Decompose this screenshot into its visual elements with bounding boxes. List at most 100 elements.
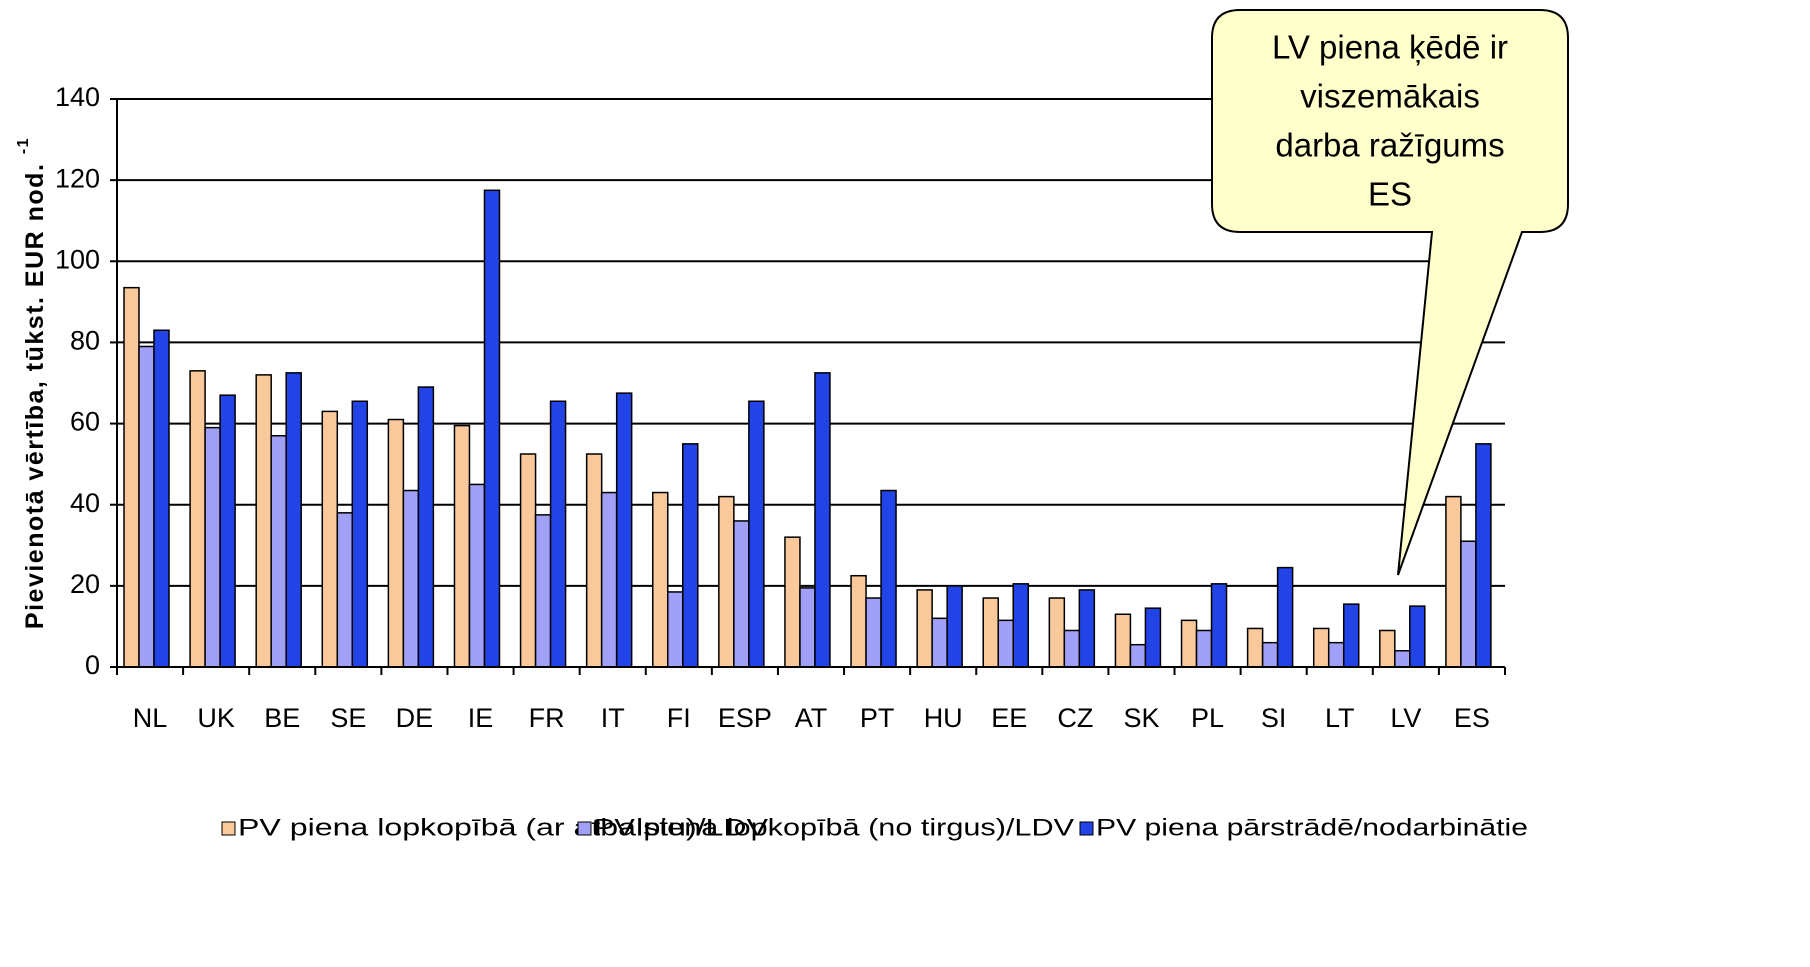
bar xyxy=(1475,443,1492,668)
bar xyxy=(652,491,669,668)
x-tick-label: LV xyxy=(1390,703,1421,733)
callout: LV piena ķēdē ir viszemākais darba ražīg… xyxy=(1211,9,1569,576)
bar xyxy=(270,434,287,668)
x-tick-label: AT xyxy=(795,703,828,733)
bar xyxy=(916,589,933,668)
bar xyxy=(814,372,831,668)
annotation-line: darba ražīgums xyxy=(1275,127,1504,164)
x-tick-label: LT xyxy=(1325,703,1355,733)
bar xyxy=(615,392,633,668)
bar xyxy=(784,536,801,668)
bar xyxy=(1312,627,1330,668)
x-tick-label: SI xyxy=(1261,703,1287,733)
x-tick-label: EE xyxy=(991,703,1027,733)
bar xyxy=(204,426,221,668)
bar xyxy=(255,374,272,668)
y-tick-label: 40 xyxy=(70,488,100,518)
x-tick-label: BE xyxy=(264,703,300,733)
x-tick-label: DE xyxy=(396,703,434,733)
bar xyxy=(1261,641,1279,668)
bar xyxy=(1012,583,1029,668)
x-tick-label: SE xyxy=(330,703,366,733)
callout-shape xyxy=(1211,9,1569,576)
bar xyxy=(946,585,963,668)
legend-swatch xyxy=(1079,821,1094,836)
bar xyxy=(351,400,369,668)
annotation-line: LV piena ķēdē ir xyxy=(1272,29,1508,66)
bar xyxy=(1246,627,1264,668)
bar xyxy=(931,617,948,668)
y-tick-label: 120 xyxy=(55,163,100,193)
bar xyxy=(321,410,339,668)
legend-swatch xyxy=(221,821,236,836)
bar xyxy=(402,489,420,668)
bar xyxy=(468,483,486,668)
bar xyxy=(519,453,537,668)
bar xyxy=(336,512,354,668)
bar xyxy=(1276,566,1294,668)
y-tick-label: 0 xyxy=(85,650,100,680)
bar xyxy=(189,370,206,668)
bar xyxy=(1048,597,1066,668)
legend-label: PV piena lopkopībā (ar atbalstu)/LDV xyxy=(238,814,768,841)
bar xyxy=(850,574,867,668)
bar xyxy=(1445,495,1462,668)
bar xyxy=(1342,603,1360,668)
bar xyxy=(1144,607,1162,668)
bar xyxy=(1063,629,1081,668)
x-tick-label: FI xyxy=(667,703,691,733)
bar xyxy=(549,400,567,668)
bar xyxy=(387,418,405,668)
bar xyxy=(123,286,140,668)
x-tick-label: HU xyxy=(924,703,963,733)
bar xyxy=(153,329,170,668)
y-tick-label: 80 xyxy=(70,326,100,356)
bar xyxy=(417,386,435,668)
annotation-line: viszemākais xyxy=(1300,78,1480,115)
y-tick-label: 100 xyxy=(55,244,100,274)
y-label-text: Pievienotā vērtība, tūkst. EUR nod. xyxy=(21,163,49,629)
bar xyxy=(1114,613,1132,668)
y-tick-label: 140 xyxy=(55,82,100,112)
bar xyxy=(1129,643,1147,668)
bar xyxy=(600,491,618,668)
bar xyxy=(1078,589,1096,668)
bar xyxy=(982,597,999,668)
x-tick-label: SK xyxy=(1123,703,1159,733)
bar xyxy=(1195,629,1213,668)
bar xyxy=(733,520,750,668)
bar xyxy=(1180,619,1198,668)
bar xyxy=(997,619,1014,668)
bar xyxy=(667,591,684,668)
x-tick-label: UK xyxy=(197,703,235,733)
bar xyxy=(285,372,302,668)
bar xyxy=(865,597,882,668)
legend-label: PV piena pārstrādē/nodarbinātie xyxy=(1096,814,1528,841)
legend-label: PV piena lopkopībā (no tirgus)/LDV xyxy=(594,814,1074,841)
bar xyxy=(718,495,735,668)
annotation-line: ES xyxy=(1368,176,1412,213)
bar xyxy=(483,189,501,668)
y-label: Pievienotā vērtība, tūkst. EUR nod. -1 xyxy=(15,137,48,629)
x-tick-label: CZ xyxy=(1057,703,1093,733)
bar xyxy=(880,489,897,668)
bar xyxy=(138,345,155,668)
bar xyxy=(1460,540,1477,668)
bar xyxy=(1394,650,1411,668)
bar xyxy=(1409,605,1426,668)
x-tick-label: PL xyxy=(1191,703,1224,733)
x-tick-label: ESP xyxy=(718,703,772,733)
legend-swatch xyxy=(577,821,592,836)
y-tick-label: 60 xyxy=(70,407,100,437)
bar xyxy=(682,443,699,668)
bar xyxy=(453,424,471,668)
x-tick-label: IE xyxy=(468,703,494,733)
y-tick-label: 20 xyxy=(70,569,100,599)
x-tick-label: IT xyxy=(601,703,625,733)
bar xyxy=(748,400,765,668)
x-tick-label: ES xyxy=(1454,703,1490,733)
bar xyxy=(219,394,236,668)
x-tick-label: NL xyxy=(133,703,168,733)
bar xyxy=(534,514,552,668)
